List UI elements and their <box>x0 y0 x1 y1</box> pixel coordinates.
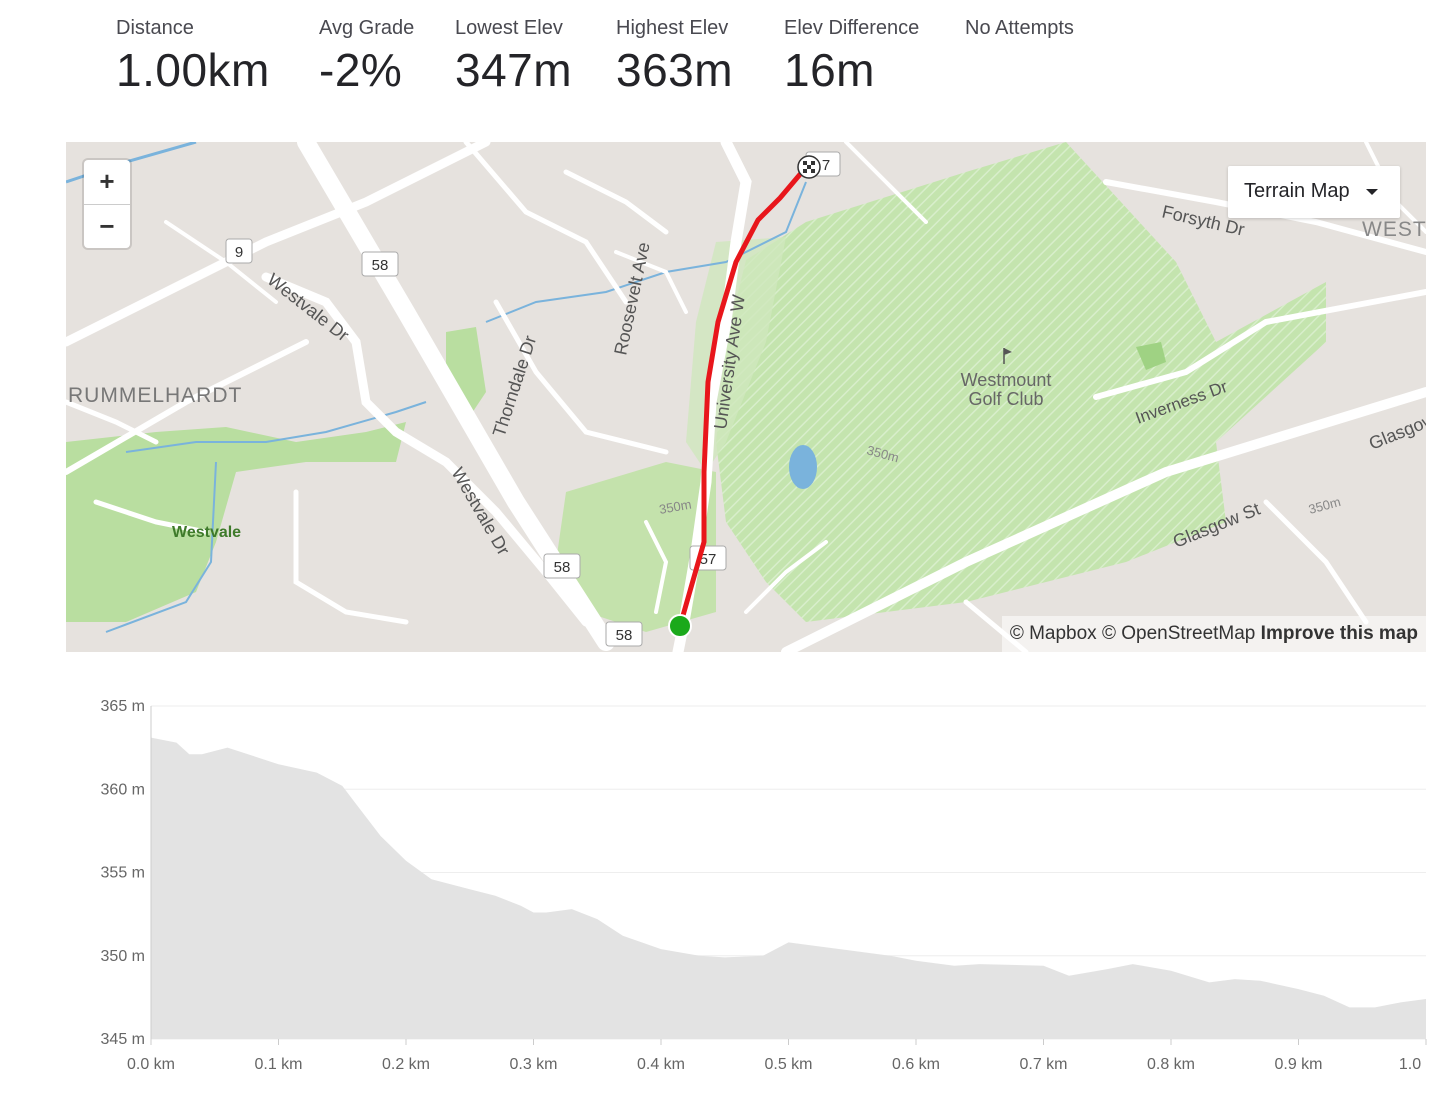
chevron-down-icon <box>1366 189 1378 195</box>
x-tick-label: 0.2 km <box>382 1056 430 1073</box>
y-axis-ticks: 345 m 350 m 355 m 360 m 365 m <box>101 698 145 1048</box>
route-shield-58: 58 <box>554 559 571 576</box>
segment-route-line <box>677 169 805 629</box>
stat-lowest-elev: Lowest Elev 347m <box>455 14 572 98</box>
route-shield-9: 9 <box>235 244 243 261</box>
segment-map[interactable]: 9 58 58 58 57 7 Westvale Dr Westvale Dr … <box>66 142 1426 652</box>
start-marker-icon <box>668 614 692 638</box>
y-tick-label: 350 m <box>101 948 145 965</box>
mapbox-link[interactable]: © Mapbox <box>1009 623 1097 644</box>
label-roosevelt-ave: Roosevelt Ave <box>610 240 653 356</box>
stat-attempts: No Attempts <box>965 14 1074 42</box>
x-tick-label: 0.8 km <box>1147 1056 1195 1073</box>
finish-flag-icon <box>797 155 821 179</box>
golf-flag-icon <box>1003 348 1012 364</box>
stat-value: 1.00km <box>116 44 270 96</box>
x-axis-ticks: 0.0 km 0.1 km 0.2 km 0.3 km 0.4 km 0.5 km 0.6 … <box>127 1039 1427 1073</box>
map-type-dropdown[interactable]: Terrain Map <box>1228 166 1400 218</box>
map-basemap[interactable]: 9 58 58 58 57 7 Westvale Dr Westvale Dr … <box>66 142 1426 652</box>
zoom-out-button[interactable]: − <box>84 204 130 249</box>
stat-label: Lowest Elev <box>455 17 563 39</box>
elevation-area <box>151 737 1426 1039</box>
label-rummelhardt: RUMMELHARDT <box>68 384 242 407</box>
elevation-chart[interactable]: 345 m 350 m 355 m 360 m 365 m 0.0 km 0.1 km 0.… <box>0 690 1454 1090</box>
stat-avg-grade: Avg Grade -2% <box>319 14 414 98</box>
stat-value: 363m <box>616 44 734 96</box>
route-shield-57: 57 <box>700 551 717 568</box>
stat-highest-elev: Highest Elev 363m <box>616 14 733 98</box>
route-shield-58: 58 <box>372 257 389 274</box>
label-westvale-dr: Westvale Dr <box>264 269 353 345</box>
stat-value: -2% <box>319 44 403 96</box>
openstreetmap-link[interactable]: © OpenStreetMap <box>1101 623 1256 644</box>
stat-label: Distance <box>116 17 194 39</box>
route-shield-58: 58 <box>616 627 633 644</box>
stat-label: Avg Grade <box>319 17 415 39</box>
label-westvale: Westvale <box>172 524 241 541</box>
x-tick-label: 1.0 <box>1399 1056 1421 1073</box>
y-tick-label: 345 m <box>101 1031 145 1048</box>
x-tick-label: 0.6 km <box>892 1056 940 1073</box>
x-tick-label: 0.7 km <box>1019 1056 1067 1073</box>
label-glasgow: Glasgow <box>1366 409 1426 454</box>
zoom-control: + − <box>84 160 130 248</box>
x-tick-label: 0.9 km <box>1274 1056 1322 1073</box>
contour-label: 350m <box>1307 494 1342 517</box>
stat-label: Elev Difference <box>784 17 920 39</box>
route-shield-57: 7 <box>822 157 830 174</box>
label-west: WEST <box>1362 218 1426 241</box>
map-parks <box>66 142 1326 632</box>
stat-value: 347m <box>455 44 573 96</box>
stat-label: Highest Elev <box>616 17 729 39</box>
y-tick-label: 355 m <box>101 865 145 882</box>
stat-distance: Distance 1.00km <box>116 14 270 98</box>
x-tick-label: 0.5 km <box>764 1056 812 1073</box>
map-type-label: Terrain Map <box>1244 180 1350 202</box>
label-golf-club: Golf Club <box>968 389 1043 409</box>
stat-value: 16m <box>784 44 875 96</box>
x-tick-label: 0.0 km <box>127 1056 175 1073</box>
improve-map-link[interactable]: Improve this map <box>1260 623 1418 644</box>
contour-label: 350m <box>658 497 693 517</box>
y-tick-label: 365 m <box>101 698 145 715</box>
x-tick-label: 0.1 km <box>254 1056 302 1073</box>
x-tick-label: 0.3 km <box>509 1056 557 1073</box>
zoom-in-button[interactable]: + <box>99 166 115 196</box>
x-tick-label: 0.4 km <box>637 1056 685 1073</box>
map-attribution: © Mapbox © OpenStreetMap Improve this ma… <box>1001 616 1426 652</box>
stat-elev-difference: Elev Difference 16m <box>784 14 919 98</box>
stat-label: No Attempts <box>965 17 1074 39</box>
label-westmount: Westmount <box>961 370 1052 390</box>
label-thorndale-dr: Thorndale Dr <box>489 333 540 439</box>
y-tick-label: 360 m <box>101 781 145 798</box>
